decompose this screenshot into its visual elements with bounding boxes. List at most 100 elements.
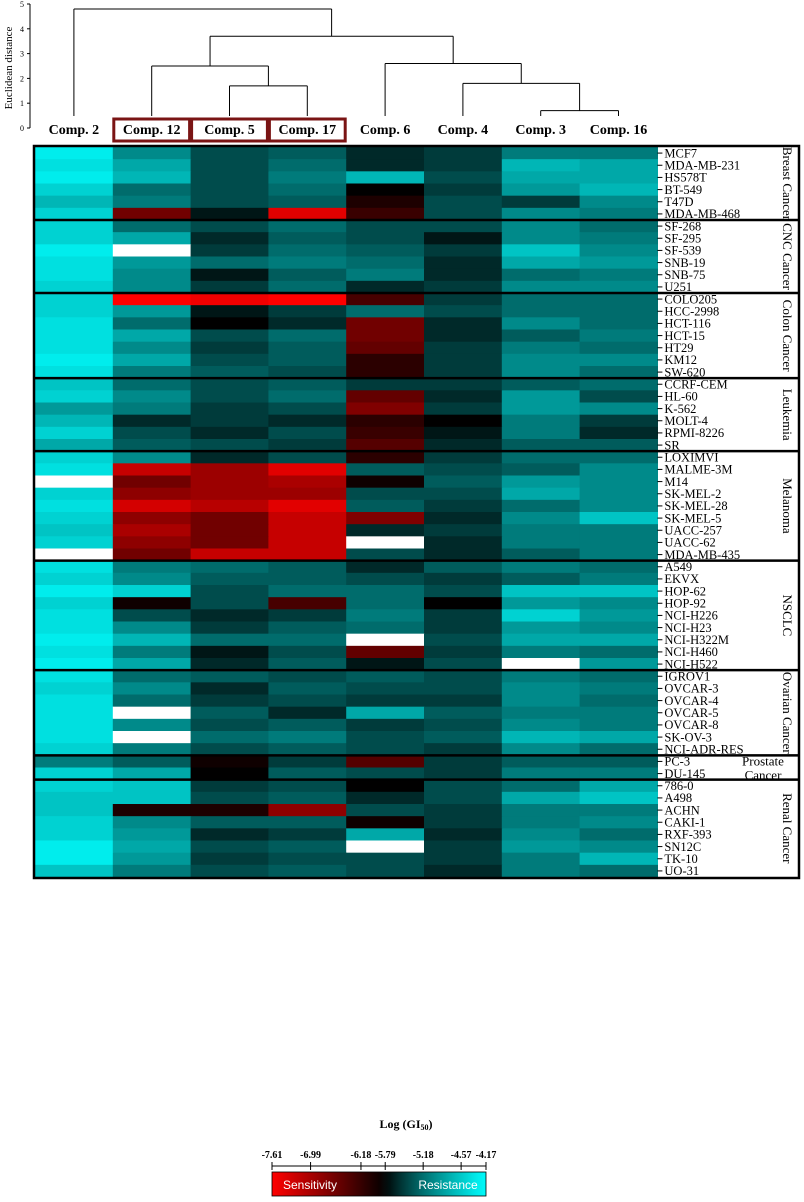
heatmap-cell <box>35 706 114 720</box>
heatmap-cell <box>35 147 114 160</box>
column-label: Comp. 4 <box>438 123 489 138</box>
heatmap-cell <box>268 597 347 610</box>
row-label: CAKI-1 <box>664 816 705 830</box>
heatmap-cell <box>268 232 347 245</box>
row-label: ACHN <box>664 803 699 817</box>
row-label: A549 <box>664 560 692 574</box>
heatmap-cell <box>579 804 658 817</box>
heatmap-cell <box>35 621 114 635</box>
row-label: SNB-19 <box>664 256 705 270</box>
heatmap-cell <box>501 864 581 878</box>
heatmap-cell <box>579 560 658 574</box>
heatmap-cell <box>112 512 192 525</box>
heatmap-cell <box>190 414 269 428</box>
heatmap-cell <box>268 463 347 477</box>
heatmap-cell <box>424 499 503 513</box>
heatmap-cell <box>424 791 503 805</box>
colorbar-tick-label: -7.61 <box>262 1150 283 1161</box>
group-label: NSCLC <box>780 594 795 636</box>
heatmap-cell <box>268 755 347 769</box>
heatmap-cell <box>190 864 269 878</box>
heatmap-cell <box>35 451 114 464</box>
heatmap-cell <box>579 317 658 331</box>
heatmap-cell <box>35 864 114 878</box>
heatmap-cell <box>112 852 192 866</box>
heatmap-cell <box>579 207 658 221</box>
row-label: MDA-MB-231 <box>664 159 740 173</box>
heatmap-cell <box>346 499 425 513</box>
heatmap-cell <box>112 487 192 501</box>
heatmap-cell <box>579 585 658 598</box>
heatmap-cell <box>346 852 425 866</box>
row-label: NCI-H522 <box>664 657 717 671</box>
heatmap-cell <box>190 512 269 525</box>
heatmap-cell <box>268 682 347 696</box>
highlight-box <box>112 117 192 143</box>
heatmap-cell <box>268 706 347 720</box>
row-label: NCI-ADR-RES <box>664 743 743 757</box>
heatmap-cell <box>112 645 192 659</box>
heatmap-cell <box>35 731 114 744</box>
heatmap-cell <box>501 548 581 562</box>
dendrogram-tick-label: 5 <box>20 0 24 9</box>
heatmap-cell <box>35 353 114 367</box>
heatmap-cell <box>424 305 503 318</box>
column-label: Comp. 3 <box>515 123 566 138</box>
heatmap-cell <box>424 378 503 391</box>
heatmap-cell <box>35 767 114 781</box>
heatmap-cell <box>424 183 503 197</box>
row-label: SF-539 <box>664 244 701 258</box>
row-label: MDA-MB-435 <box>664 548 740 562</box>
heatmap-cell <box>112 572 192 586</box>
heatmap-cell <box>112 426 192 440</box>
heatmap-cell <box>501 414 581 428</box>
heatmap-cell <box>268 207 347 221</box>
heatmap-cell <box>424 414 503 428</box>
row-label: NCI-H460 <box>664 645 717 659</box>
heatmap-cell <box>501 280 581 294</box>
heatmap-cell <box>579 706 658 720</box>
heatmap-cell <box>424 147 503 160</box>
heatmap-cell <box>35 585 114 598</box>
row-label: IGROV1 <box>664 670 710 684</box>
heatmap-cell <box>268 159 347 172</box>
heatmap-cell <box>346 779 425 793</box>
heatmap-cell <box>268 524 347 537</box>
heatmap-cell <box>424 280 503 294</box>
heatmap-cell <box>268 366 347 379</box>
row-label: DU-145 <box>664 767 705 781</box>
heatmap-cell <box>112 864 192 878</box>
heatmap-cell <box>190 779 269 793</box>
heatmap-cell <box>112 791 192 805</box>
heatmap-cell <box>190 548 269 562</box>
heatmap-cell <box>501 791 581 805</box>
group-label: Renal Cancer <box>780 793 795 864</box>
heatmap-cell <box>579 828 658 842</box>
heatmap-cell <box>501 293 581 306</box>
heatmap-cell <box>190 232 269 245</box>
heatmap-cell <box>346 207 425 221</box>
heatmap-cell <box>35 609 114 623</box>
heatmap-cell <box>112 804 192 817</box>
heatmap-cell <box>190 852 269 866</box>
heatmap-cell <box>35 524 114 537</box>
heatmap-cell <box>112 548 192 562</box>
heatmap-cell <box>112 268 192 282</box>
heatmap-cell <box>112 280 192 294</box>
row-label: UO-31 <box>664 864 699 878</box>
heatmap-cell <box>579 195 658 209</box>
heatmap-cell <box>268 779 347 793</box>
heatmap-cell <box>35 268 114 282</box>
heatmap-cell <box>424 816 503 829</box>
group-labels: Breast Cancer CNC Cancer Colon Cancer Leuke… <box>32 144 801 880</box>
heatmap-cell <box>346 256 425 270</box>
heatmap-cell <box>424 840 503 854</box>
heatmap-cell <box>268 718 347 732</box>
heatmap-cell <box>501 536 581 550</box>
row-label: HCC-2998 <box>664 305 719 319</box>
row-label: TK-10 <box>664 852 697 866</box>
heatmap-cell <box>346 658 425 671</box>
heatmap-cell <box>424 694 503 708</box>
heatmap-cell <box>268 536 347 550</box>
heatmap-cell <box>579 658 658 671</box>
